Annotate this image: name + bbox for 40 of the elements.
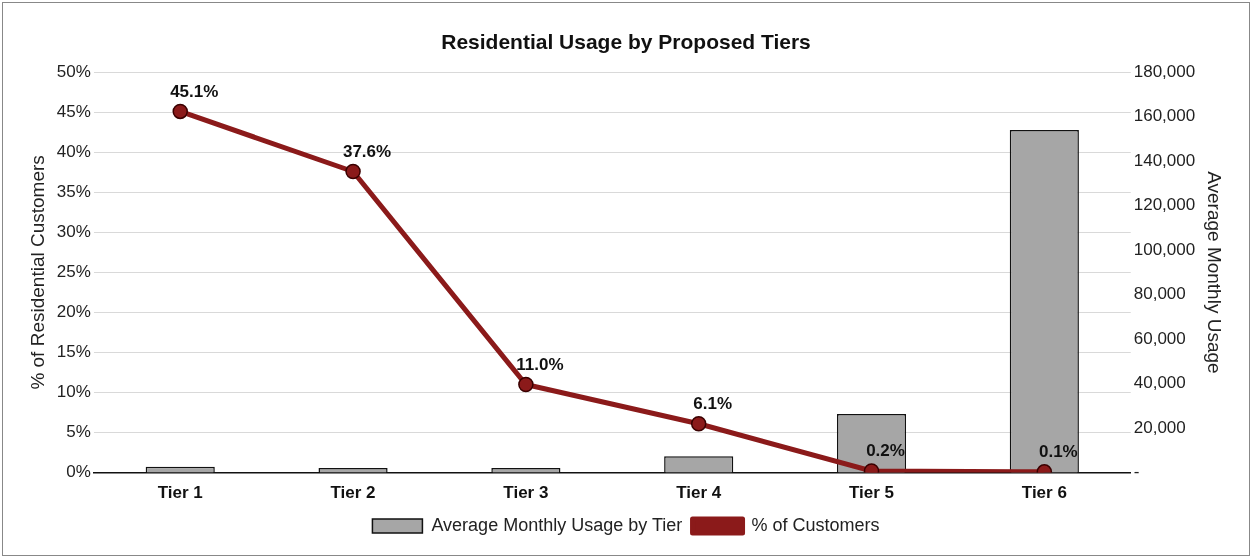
point [345,163,361,180]
y2-tick-label: 120,000 [1133,195,1196,215]
data-label: 6.1% [693,393,733,413]
x-tick-label: Tier 4 [676,483,722,503]
y-tick-label: 35% [56,182,91,202]
legend-label: Average Monthly Usage by Tier [431,514,683,535]
y-tick-label: 20% [56,302,91,322]
y2-tick-label: 20,000 [1133,417,1186,437]
chart-title: Residential Usage by Proposed Tiers [441,30,811,54]
data-label: 37.6% [342,141,392,161]
y-tick-label: 40% [56,141,91,161]
y2-tick-label: 40,000 [1133,373,1186,393]
y2-tick-label: - [1133,462,1140,482]
y-tick-label: 50% [56,61,91,81]
x-tick-label: Tier 3 [503,483,549,503]
y-tick-label: 0% [66,462,91,482]
x-tick-label: Tier 5 [848,483,895,503]
x-tick-label: Tier 6 [1021,483,1067,503]
y2-axis-title: Average Monthly Usage [1204,171,1226,374]
data-label: 0.1% [1038,441,1078,461]
point [172,103,188,120]
x-tick-label: Tier 1 [157,483,203,503]
data-label: 45.1% [170,81,219,101]
x-tick-label: Tier 2 [330,483,376,503]
y2-tick-label: 160,000 [1133,106,1196,126]
y2-tick-label: 80,000 [1133,284,1186,304]
y-axis-title: % of Residential Customers [26,155,48,390]
y2-tick-label: 140,000 [1133,150,1196,170]
data-label: 11.0% [516,354,564,374]
y-tick-label: 25% [56,262,91,282]
y-tick-label: 45% [56,101,91,121]
y2-tick-label: 100,000 [1133,239,1196,259]
legend-label: % of Customers [751,514,880,535]
y2-tick-label: 60,000 [1133,328,1186,348]
y2-tick-label: 180,000 [1133,61,1196,81]
y-tick-label: 30% [56,222,91,242]
y-tick-label: 15% [56,342,91,362]
data-label: 0.2% [866,441,905,461]
y-tick-label: 10% [56,382,91,402]
y-tick-label: 5% [66,422,91,442]
